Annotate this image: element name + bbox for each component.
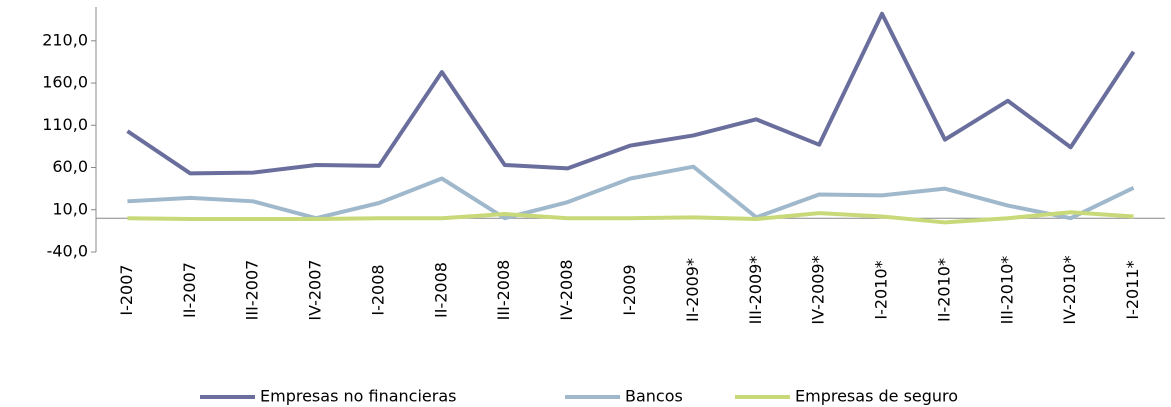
line-series xyxy=(126,11,1136,176)
line-series xyxy=(127,164,1135,221)
x-tick-label: I-2007 xyxy=(117,264,136,315)
y-tick-label: -40,0 xyxy=(47,242,88,261)
line-series xyxy=(127,210,1134,225)
y-tick-label: 160,0 xyxy=(42,73,88,92)
legend-label: Empresas de seguro xyxy=(795,387,958,406)
x-tick-label: II-2008 xyxy=(431,262,450,318)
y-tick-label: 60,0 xyxy=(52,157,88,176)
x-tick-label: III-2010* xyxy=(997,256,1016,325)
y-tick-label: 10,0 xyxy=(52,199,88,218)
x-tick-label: IV-2007 xyxy=(306,259,325,320)
y-tick-label: 210,0 xyxy=(42,30,88,49)
x-tick-label: I-2009 xyxy=(620,264,639,315)
x-tick-label: III-2009* xyxy=(746,256,765,325)
x-tick-label: II-2010* xyxy=(934,258,953,322)
x-tick-label: II-2007 xyxy=(180,262,199,318)
x-tick-label: I-2008 xyxy=(368,264,387,315)
y-tick-label: 110,0 xyxy=(42,115,88,134)
legend-label: Bancos xyxy=(625,387,683,406)
x-tick-label: I-2010* xyxy=(872,260,891,319)
x-tick-label: III-2007 xyxy=(243,260,262,321)
x-tick-label: I-2011* xyxy=(1123,260,1142,319)
x-tick-label: IV-2010* xyxy=(1060,255,1079,324)
x-tick-label: IV-2008 xyxy=(557,259,576,320)
x-tick-label: II-2009* xyxy=(683,258,702,322)
legend-label: Empresas no financieras xyxy=(260,387,456,406)
x-tick-label: III-2008 xyxy=(494,260,513,321)
x-tick-label: IV-2009* xyxy=(809,255,828,324)
